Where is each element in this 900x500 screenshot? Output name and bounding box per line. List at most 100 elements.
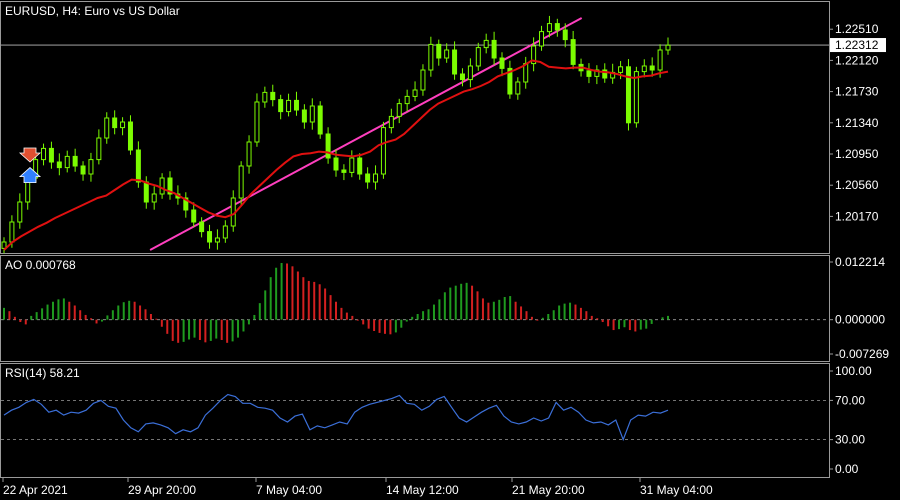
- candle: [665, 37, 671, 55]
- ao-panel-title: AO 0.000768: [5, 258, 76, 272]
- rsi-ytick-label: 30.00: [835, 433, 865, 447]
- candle: [1, 237, 7, 254]
- sell-arrow-marker[interactable]: [18, 147, 42, 163]
- candle: [412, 81, 418, 102]
- candle: [562, 23, 568, 48]
- candle: [120, 117, 126, 136]
- rsi-ytick-label: 0.00: [835, 462, 859, 476]
- candle: [278, 94, 284, 120]
- candle: [491, 31, 497, 65]
- candle: [127, 115, 133, 155]
- time-tick-label: 21 May 20:00: [512, 483, 585, 497]
- candle: [191, 202, 197, 227]
- rsi-panel-title: RSI(14) 58.21: [5, 366, 80, 380]
- price-ytick-label: 1.22120: [835, 53, 879, 67]
- time-axis: 22 Apr 2021 29 Apr 20:00 7 May 04:00 14 May…: [2, 478, 713, 497]
- candle: [357, 153, 363, 180]
- candle: [80, 161, 86, 181]
- candle: [428, 36, 434, 77]
- candle: [507, 60, 513, 99]
- candle: [459, 68, 465, 87]
- candle: [444, 43, 450, 63]
- candle: [96, 129, 102, 165]
- candle: [373, 165, 379, 190]
- candle: [523, 56, 529, 89]
- candle: [546, 15, 552, 38]
- candle: [594, 65, 600, 85]
- price-ytick-label: 1.20170: [835, 209, 879, 223]
- candle: [641, 59, 647, 78]
- candle: [586, 63, 592, 84]
- candle: [301, 104, 307, 129]
- candle: [262, 86, 268, 108]
- current-price-tag: [830, 38, 886, 53]
- candle: [388, 108, 394, 134]
- current-price-label: 1.22312: [835, 38, 879, 52]
- candle: [349, 150, 355, 178]
- rsi-panel-frame: [0, 363, 830, 478]
- candle: [286, 93, 292, 117]
- candle: [341, 164, 347, 181]
- candle: [112, 110, 118, 135]
- candle: [618, 61, 624, 80]
- candle: [483, 33, 489, 54]
- candle: [365, 167, 371, 189]
- time-tick-label: 14 May 12:00: [386, 483, 459, 497]
- candle: [41, 143, 47, 166]
- rsi-line: [3, 393, 669, 442]
- panel-frames: [0, 1, 830, 478]
- candle: [325, 127, 331, 164]
- candle: [88, 152, 94, 182]
- candle: [625, 59, 631, 131]
- candle: [293, 91, 299, 116]
- rsi-panel[interactable]: 100.00 70.00 30.00 0.00: [1, 364, 872, 476]
- candle: [167, 171, 173, 200]
- candle: [72, 148, 78, 172]
- candle: [499, 52, 505, 77]
- candle: [246, 135, 252, 174]
- moving-average-line: [3, 59, 669, 251]
- candle: [254, 93, 260, 147]
- time-tick-label: 22 Apr 2021: [3, 483, 68, 497]
- candle: [214, 229, 220, 250]
- candle: [531, 37, 537, 72]
- time-tick-label: 7 May 04:00: [256, 483, 322, 497]
- price-ytick-label: 1.22510: [835, 22, 879, 36]
- candle: [104, 112, 110, 144]
- candle: [404, 89, 410, 112]
- rsi-ytick-label: 100.00: [835, 364, 872, 378]
- candle: [633, 66, 639, 128]
- price-panel[interactable]: 1.22510 1.22120 1.21730 1.21340 1.20950 1.205…: [1, 15, 886, 254]
- candle: [396, 98, 402, 124]
- candle: [539, 25, 545, 51]
- ao-panel-frame: [0, 255, 830, 362]
- candle: [649, 57, 655, 77]
- candle: [207, 224, 213, 249]
- price-panel-title: EURUSD, H4: Euro vs US Dollar: [5, 4, 180, 18]
- candle: [64, 150, 70, 173]
- candle: [17, 193, 23, 229]
- buy-arrow-marker[interactable]: [18, 167, 42, 183]
- time-tick-label: 29 Apr 20:00: [128, 483, 196, 497]
- candle: [570, 30, 576, 70]
- candle: [230, 190, 236, 232]
- candle: [467, 58, 473, 88]
- candle: [183, 192, 189, 218]
- price-ytick-label: 1.20560: [835, 178, 879, 192]
- candle: [554, 18, 560, 37]
- candle: [475, 42, 481, 71]
- candle: [238, 161, 244, 205]
- trendline[interactable]: [149, 17, 583, 251]
- candle: [436, 39, 442, 66]
- time-tick-label: 31 May 04:00: [640, 483, 713, 497]
- price-ytick-label: 1.21340: [835, 116, 879, 130]
- candle: [151, 186, 157, 210]
- candle: [159, 173, 165, 199]
- candle: [270, 84, 276, 107]
- candle: [452, 41, 458, 80]
- candle: [199, 217, 205, 238]
- candle: [222, 220, 228, 243]
- candle: [515, 77, 521, 100]
- ao-panel[interactable]: 0.012214 0.000000 -0.007269: [1, 255, 889, 361]
